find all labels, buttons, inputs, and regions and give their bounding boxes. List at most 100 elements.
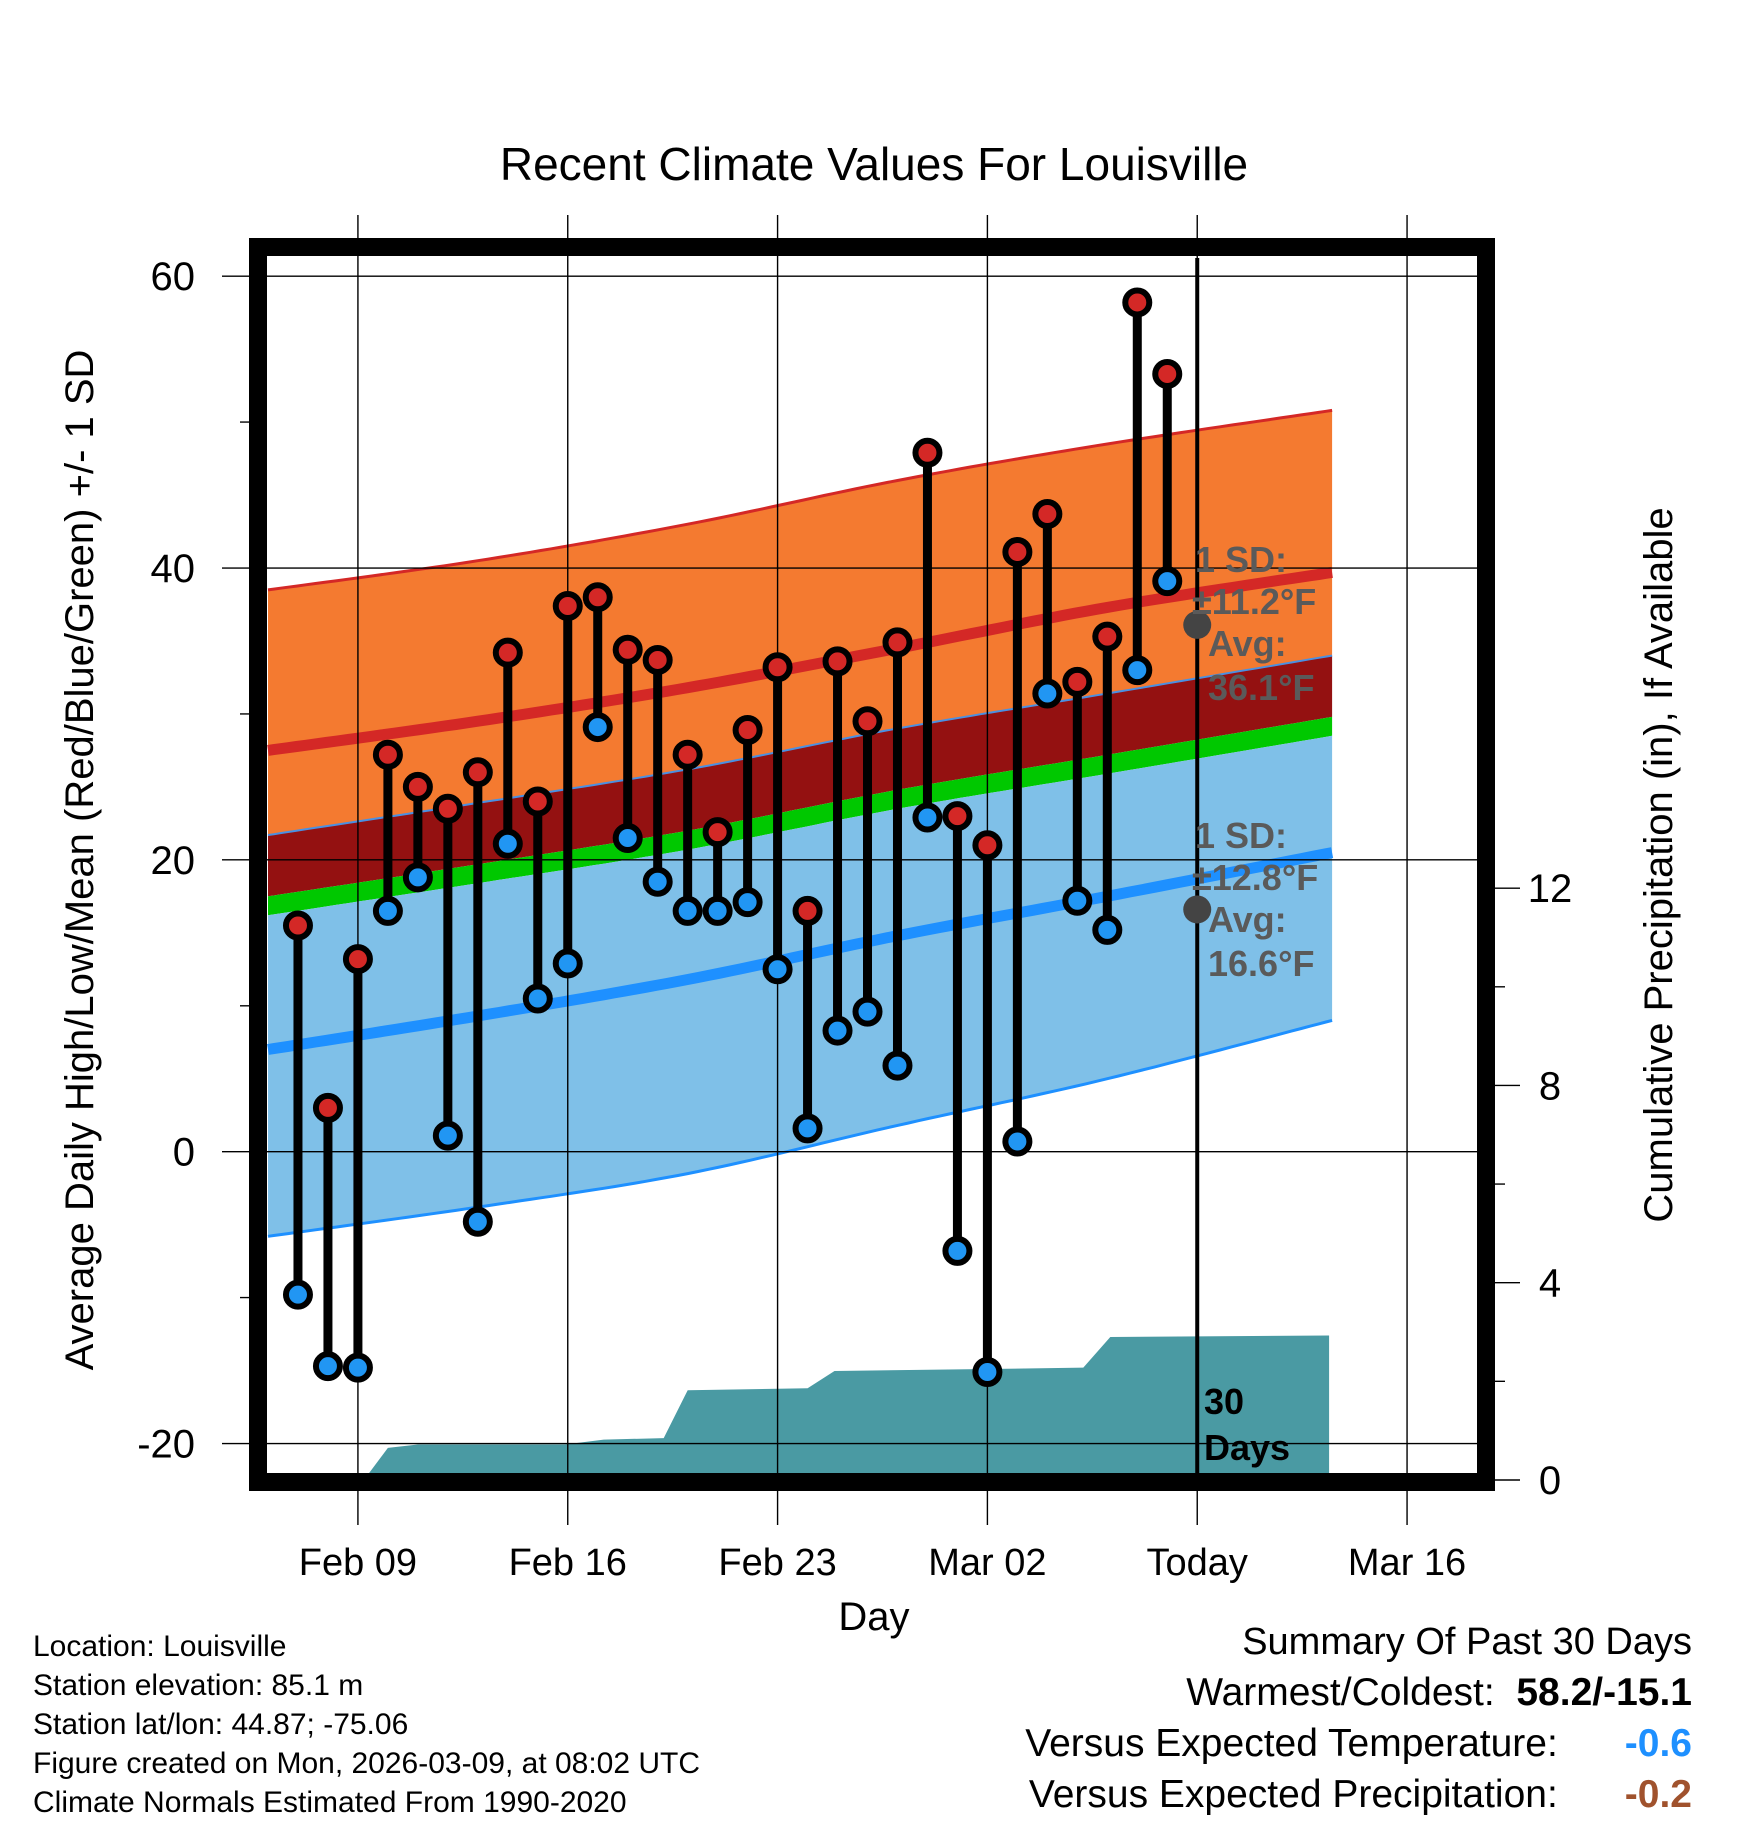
daily-low-point [522, 983, 553, 1014]
daily-high-point [762, 652, 793, 683]
daily-low-point [1122, 655, 1153, 686]
daily-low-point [372, 895, 403, 926]
x-tick-label: Mar 02 [928, 1542, 1046, 1584]
plot-frame [249, 238, 1495, 1491]
y-tick-label: -20 [137, 1423, 195, 1467]
warm-cold-value: 58.2/-15.1 [1516, 1671, 1692, 1714]
temp-label: Versus Expected Temperature: [1025, 1722, 1558, 1765]
elevation-text: Station elevation: 85.1 m [33, 1669, 364, 1702]
normal-high-line [267, 566, 1333, 756]
daily-high-point [852, 706, 883, 737]
daily-high-point [552, 590, 583, 621]
y2-tick-label: 8 [1539, 1064, 1561, 1108]
y2-tick-label: 4 [1539, 1262, 1561, 1306]
y2-tick-label: 12 [1528, 867, 1573, 911]
daily-low-point [1032, 678, 1063, 709]
high-avg-value: 36.1°F [1208, 667, 1314, 708]
daily-high-point [462, 757, 493, 788]
x-tick-label: Feb 16 [509, 1542, 627, 1584]
station-info: Location: Louisville Station elevation: … [33, 1627, 700, 1822]
low-sd-value: ±12.8°F [1192, 857, 1318, 898]
y-tick-label: 20 [151, 839, 196, 883]
x-tick-label: Feb 09 [299, 1542, 417, 1584]
daily-high-point [342, 944, 373, 975]
daily-high-point [1152, 358, 1183, 389]
daily-low-point [612, 822, 643, 853]
daily-high-point [282, 910, 313, 941]
low-avg-marker [1183, 895, 1212, 924]
low-lower-sd-line [267, 1018, 1333, 1238]
location-text: Location: Louisville [33, 1630, 287, 1663]
low-normal-band [268, 735, 1333, 1237]
daily-low-point [642, 866, 673, 897]
daily-low-point [462, 1206, 493, 1237]
daily-high-point [372, 739, 403, 770]
summary-temp: Versus Expected Temperature: -0.6 [1025, 1718, 1692, 1769]
daily-low-point [972, 1357, 1003, 1388]
daily-high-point [492, 637, 523, 668]
daily-low-point [912, 802, 943, 833]
daily-low-point [762, 954, 793, 985]
daily-low-point [402, 862, 433, 893]
high-normal-band [268, 410, 1333, 835]
precip-label: Versus Expected Precipitation: [1028, 1773, 1558, 1816]
low-avg-label: Avg: [1208, 899, 1287, 940]
daily-low-point [282, 1279, 313, 1310]
normals-text: Climate Normals Estimated From 1990-2020 [33, 1786, 627, 1819]
daily-high-point [642, 644, 673, 675]
summary-panel: Summary Of Past 30 Days Warmest/Coldest:… [1025, 1617, 1692, 1820]
high-sd-label: 1 SD: [1195, 539, 1287, 580]
daily-high-point [312, 1092, 343, 1123]
y2-tick-label: 0 [1539, 1459, 1561, 1503]
daily-low-point [792, 1113, 823, 1144]
daily-high-point [792, 895, 823, 926]
daily-low-point [582, 712, 613, 743]
daily-high-point [702, 817, 733, 848]
daily-low-point [942, 1235, 973, 1266]
y-axis-label-left: Average Daily High/Low/Mean (Red/Blue/Gr… [58, 350, 102, 1371]
latlon-text: Station lat/lon: 44.87; -75.06 [33, 1708, 409, 1741]
temp-deviation-value: -0.6 [1624, 1722, 1692, 1765]
daily-high-point [432, 793, 463, 824]
high-sd-value: ±11.2°F [1192, 581, 1316, 622]
daily-low-point [1152, 566, 1183, 597]
daily-low-point [882, 1050, 913, 1081]
daily-low-point [552, 948, 583, 979]
daily-low-point [702, 895, 733, 926]
daily-low-point [732, 887, 763, 918]
x-axis-label: Day [838, 1595, 909, 1639]
low-avg-value: 16.6°F [1208, 943, 1314, 984]
daily-high-point [582, 582, 613, 613]
high-avg-label: Avg: [1208, 623, 1287, 664]
x-tick-label: Feb 23 [718, 1542, 836, 1584]
daily-high-point [612, 634, 643, 665]
plot-area: Feb 09 Feb 16 Feb 23 Mar 02 Today Mar 16 -20 0 2… [137, 215, 1572, 1584]
daily-low-point [312, 1351, 343, 1382]
daily-low-point [342, 1352, 373, 1383]
daily-low-point [492, 828, 523, 859]
y-axis-label-right: Cumulative Precipitation (in), If Availa… [1637, 507, 1681, 1222]
daily-low-point [672, 895, 703, 926]
daily-high-point [1002, 536, 1033, 567]
y-tick-label: 40 [151, 547, 196, 591]
daily-high-point [1092, 621, 1123, 652]
daily-low-point [852, 996, 883, 1027]
daily-low-point [1062, 885, 1093, 916]
daily-high-point [522, 786, 553, 817]
daily-high-point [402, 771, 433, 802]
precip-area [363, 1335, 1330, 1480]
daily-high-point [1122, 287, 1153, 318]
normal-low-line [267, 847, 1334, 1055]
daily-high-point [1032, 499, 1063, 530]
x-tick-label: Today [1147, 1542, 1248, 1584]
summary-precip: Versus Expected Precipitation: -0.2 [1025, 1769, 1692, 1820]
daily-low-point [1002, 1126, 1033, 1157]
high-upper-sd-line [267, 408, 1333, 592]
high-avg-marker [1183, 610, 1212, 639]
daily-high-point [882, 627, 913, 658]
y-tick-label: 60 [151, 255, 196, 299]
created-text: Figure created on Mon, 2026-03-09, at 08… [33, 1747, 701, 1780]
precip-deviation-value: -0.2 [1624, 1773, 1692, 1816]
daily-high-point [912, 437, 943, 468]
daily-low-point [1092, 914, 1123, 945]
